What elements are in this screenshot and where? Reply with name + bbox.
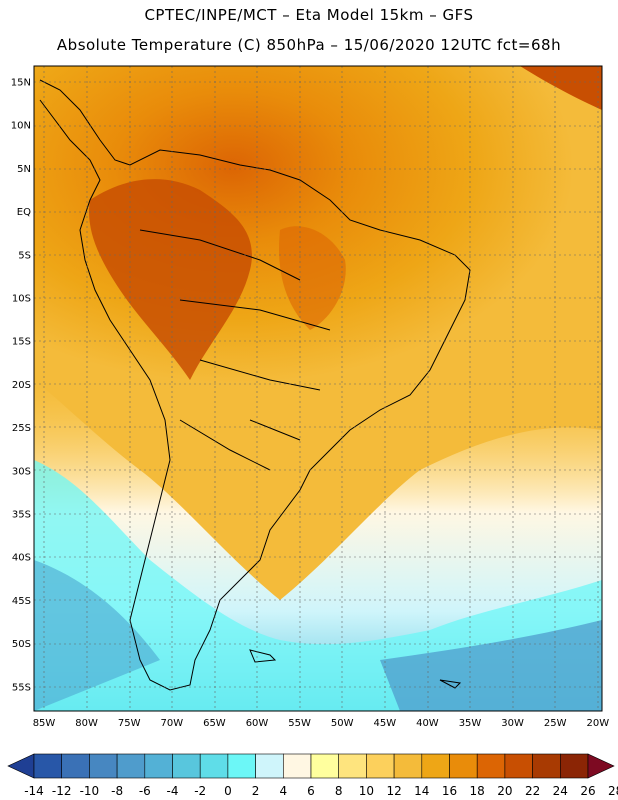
- colorbar-box: [421, 753, 450, 779]
- colorbar-label: 22: [525, 784, 540, 798]
- colorbar-box: [199, 753, 229, 779]
- lon-label: 65W: [203, 718, 226, 729]
- temperature-field: [34, 66, 602, 711]
- colorbar-box: [172, 753, 201, 779]
- lat-label: 10N: [11, 121, 31, 132]
- lat-label: 30S: [12, 466, 31, 477]
- map-title: CPTEC/INPE/MCT – Eta Model 15km – GFS: [144, 6, 474, 24]
- colorbar-box: [116, 753, 146, 779]
- colorbar-label: -6: [139, 784, 151, 798]
- colorbar-label: 8: [335, 784, 343, 798]
- colorbar-label: 4: [279, 784, 287, 798]
- lat-label: 10S: [12, 294, 31, 305]
- colorbar-label: 26: [580, 784, 595, 798]
- lat-label: 25S: [12, 423, 31, 434]
- lat-label: 50S: [12, 639, 31, 650]
- colorbar: [7, 753, 615, 779]
- longitude-labels: 85W 80W 75W 70W 65W 60W 55W 50W 45W 40W 35W 30W 25W 2…: [33, 718, 610, 729]
- lon-label: 30W: [501, 718, 524, 729]
- lon-label: 80W: [75, 718, 98, 729]
- colorbar-box: [61, 753, 90, 779]
- colorbar-box: [310, 753, 340, 779]
- colorbar-label: 24: [553, 784, 568, 798]
- lat-label: 15S: [12, 337, 31, 348]
- lon-label: 85W: [33, 718, 56, 729]
- colorbar-box: [532, 753, 561, 779]
- colorbar-label: 6: [307, 784, 315, 798]
- lat-label: EQ: [17, 207, 31, 218]
- lon-label: 25W: [544, 718, 567, 729]
- colorbar-box: [227, 753, 256, 779]
- lon-label: 75W: [118, 718, 141, 729]
- lat-label: 40S: [12, 553, 31, 564]
- colorbar-box: [282, 753, 312, 779]
- colorbar-box: [393, 753, 423, 779]
- coastlines: [39, 79, 471, 691]
- lon-label: 35W: [459, 718, 482, 729]
- map-frame: [33, 65, 603, 712]
- colorbar-box: [504, 753, 533, 779]
- colorbar-box: [366, 753, 395, 779]
- colorbar-label: 28: [608, 784, 618, 798]
- colorbar-box: [144, 753, 173, 779]
- latitude-labels: 15N 10N 5N EQ 5S 10S 15S 20S 25S 30S 35S 40S 45S 50S 5…: [11, 78, 31, 694]
- lon-label: 45W: [373, 718, 396, 729]
- colorbar-box: [338, 753, 367, 779]
- map-subtitle: Absolute Temperature (C) 850hPa – 15/06/…: [56, 36, 562, 54]
- colorbar-box: [33, 753, 63, 779]
- lat-label: 5N: [17, 164, 31, 175]
- colorbar-label: -10: [80, 784, 100, 798]
- lat-label: 15N: [11, 78, 31, 89]
- colorbar-label: 16: [442, 784, 457, 798]
- colorbar-labels: -14 -12 -10 -8 -6 -4 -2 0 2 4 6 8 10 12 14 16 18 20 22 24 26…: [24, 784, 618, 798]
- lon-label: 55W: [288, 718, 311, 729]
- colorbar-label: 0: [224, 784, 232, 798]
- colorbar-label: -8: [111, 784, 123, 798]
- lat-label: 5S: [18, 250, 31, 261]
- colorbar-label: 14: [414, 784, 429, 798]
- colorbar-label: 20: [497, 784, 512, 798]
- colorbar-arrow-low: [7, 753, 35, 779]
- colorbar-box: [476, 753, 506, 779]
- colorbar-label: 2: [252, 784, 260, 798]
- lat-label: 35S: [12, 510, 31, 521]
- colorbar-box: [89, 753, 118, 779]
- colorbar-box: [255, 753, 284, 779]
- colorbar-label: 10: [359, 784, 374, 798]
- colorbar-label: -14: [24, 784, 44, 798]
- lon-label: 50W: [331, 718, 354, 729]
- colorbar-label: -4: [167, 784, 179, 798]
- colorbar-box: [559, 753, 589, 779]
- lon-label: 60W: [246, 718, 269, 729]
- colorbar-label: 18: [470, 784, 485, 798]
- lat-label: 45S: [12, 596, 31, 607]
- lat-label: 20S: [12, 380, 31, 391]
- colorbar-label: -2: [194, 784, 206, 798]
- lon-label: 70W: [160, 718, 183, 729]
- colorbar-label: 12: [386, 784, 401, 798]
- colorbar-arrow-high: [587, 753, 615, 779]
- colorbar-box: [449, 753, 478, 779]
- colorbar-label: -12: [52, 784, 72, 798]
- lon-label: 40W: [416, 718, 439, 729]
- lat-label: 55S: [12, 682, 31, 693]
- lon-label: 20W: [586, 718, 609, 729]
